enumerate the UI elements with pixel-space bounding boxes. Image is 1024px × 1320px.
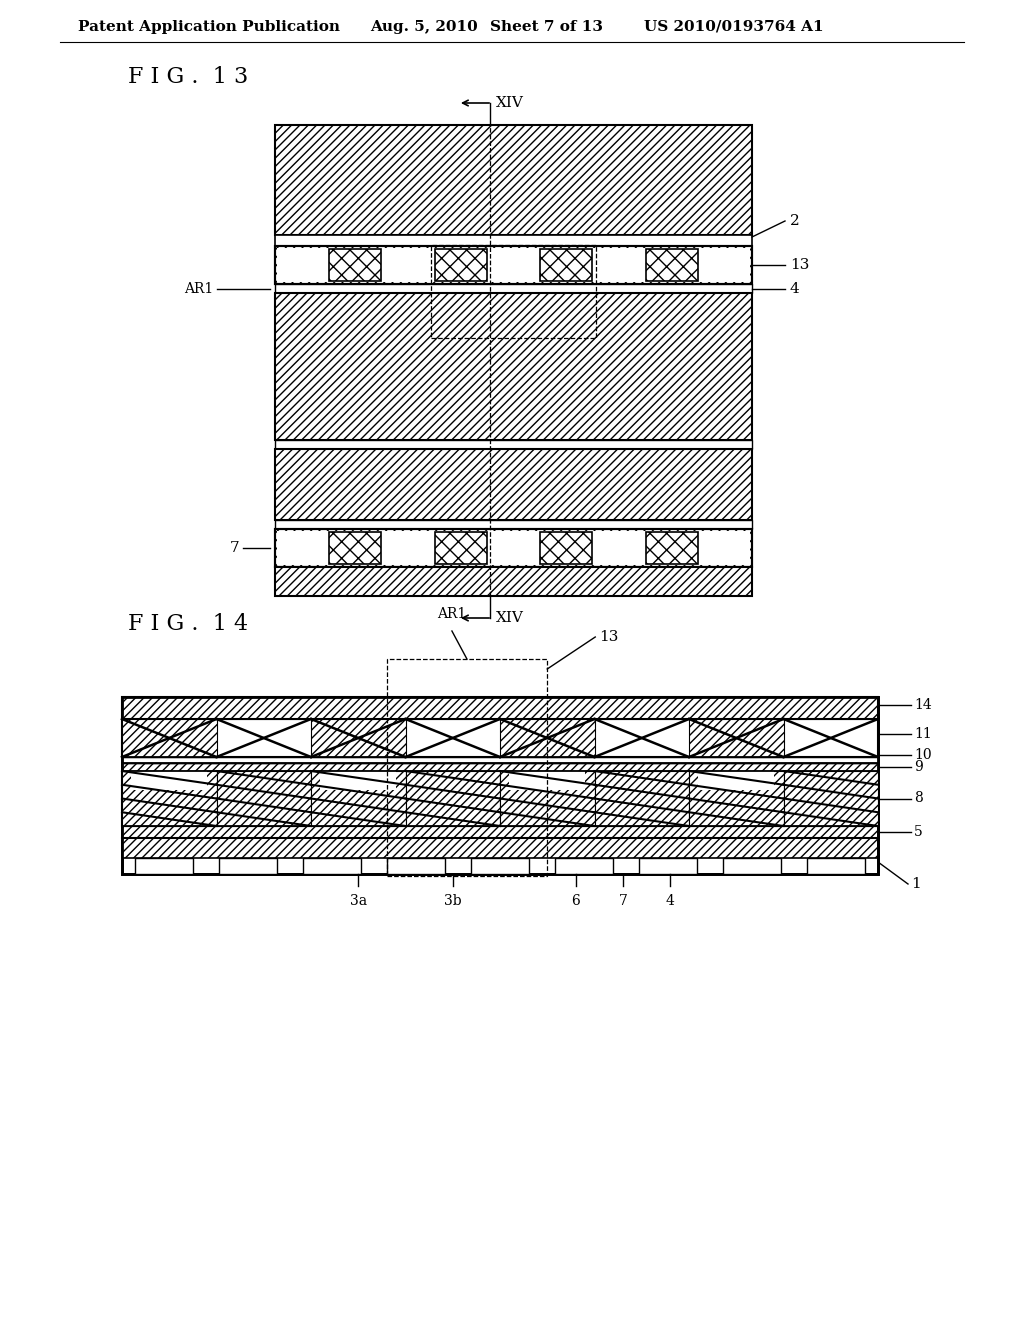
Text: XIV: XIV (496, 611, 524, 624)
Bar (275, 235, 752, 246)
Bar (122, 763, 878, 771)
Bar (122, 697, 878, 874)
Bar (311, 719, 406, 756)
Text: 11: 11 (914, 727, 932, 742)
Bar (321, 771, 396, 791)
Bar (723, 858, 781, 874)
Text: 1: 1 (911, 876, 921, 891)
Bar (783, 771, 878, 826)
Bar (555, 858, 613, 874)
Bar (278, 248, 750, 282)
Text: AR1: AR1 (183, 282, 213, 296)
Bar (500, 719, 595, 756)
Text: Aug. 5, 2010: Aug. 5, 2010 (370, 20, 478, 34)
Text: Sheet 7 of 13: Sheet 7 of 13 (490, 20, 603, 34)
Bar (122, 838, 878, 858)
Bar (218, 858, 278, 874)
Text: 14: 14 (914, 698, 932, 711)
Bar (122, 771, 216, 826)
Bar (122, 826, 878, 838)
Bar (406, 771, 500, 826)
Text: 3a: 3a (349, 894, 367, 908)
Bar (807, 858, 865, 874)
Bar (122, 763, 878, 771)
Bar (595, 771, 689, 826)
Bar (329, 532, 381, 564)
Bar (122, 771, 878, 826)
Bar (275, 246, 752, 284)
Text: 10: 10 (914, 748, 932, 762)
Text: XIV: XIV (496, 96, 524, 110)
Text: 5: 5 (914, 825, 923, 840)
Bar (275, 125, 752, 235)
Bar (275, 529, 752, 568)
Text: 4: 4 (790, 282, 800, 296)
Bar (275, 529, 752, 568)
Text: 13: 13 (599, 630, 618, 644)
Text: Patent Application Publication: Patent Application Publication (78, 20, 340, 34)
Text: 9: 9 (914, 760, 923, 774)
Bar (278, 531, 750, 565)
Bar (689, 719, 783, 756)
Bar (541, 249, 593, 281)
Bar (541, 532, 593, 564)
Bar (275, 520, 752, 529)
Bar (275, 568, 752, 597)
Bar (275, 293, 752, 440)
Text: 8: 8 (914, 792, 923, 805)
Bar (275, 449, 752, 520)
Text: AR1: AR1 (437, 607, 467, 620)
Bar (387, 858, 445, 874)
Text: 13: 13 (790, 257, 809, 272)
Text: 6: 6 (571, 894, 580, 908)
Text: F I G .  1 4: F I G . 1 4 (128, 612, 248, 635)
Bar (122, 719, 878, 756)
Text: F I G .  1 3: F I G . 1 3 (128, 66, 248, 88)
Bar (329, 249, 381, 281)
Bar (216, 771, 311, 826)
Bar (275, 246, 752, 284)
Text: 7: 7 (229, 541, 239, 554)
Text: 3b: 3b (444, 894, 462, 908)
Bar (275, 440, 752, 449)
Bar (122, 719, 216, 756)
Bar (434, 249, 486, 281)
Bar (471, 858, 529, 874)
Bar (434, 532, 486, 564)
Text: 4: 4 (666, 894, 675, 908)
Text: 7: 7 (618, 894, 628, 908)
Bar (134, 858, 194, 874)
Bar (275, 284, 752, 293)
Bar (646, 532, 698, 564)
Text: 2: 2 (790, 214, 800, 228)
Bar (122, 697, 878, 874)
Bar (311, 771, 406, 826)
Bar (131, 771, 207, 791)
Bar (646, 249, 698, 281)
Bar (639, 858, 697, 874)
Bar (303, 858, 361, 874)
Bar (689, 771, 783, 826)
Bar (122, 756, 878, 763)
Bar (122, 697, 878, 719)
Bar (510, 771, 585, 791)
Bar (431, 246, 596, 338)
Text: US 2010/0193764 A1: US 2010/0193764 A1 (644, 20, 823, 34)
Bar (500, 771, 595, 826)
Bar (698, 771, 774, 791)
Bar (387, 659, 547, 876)
